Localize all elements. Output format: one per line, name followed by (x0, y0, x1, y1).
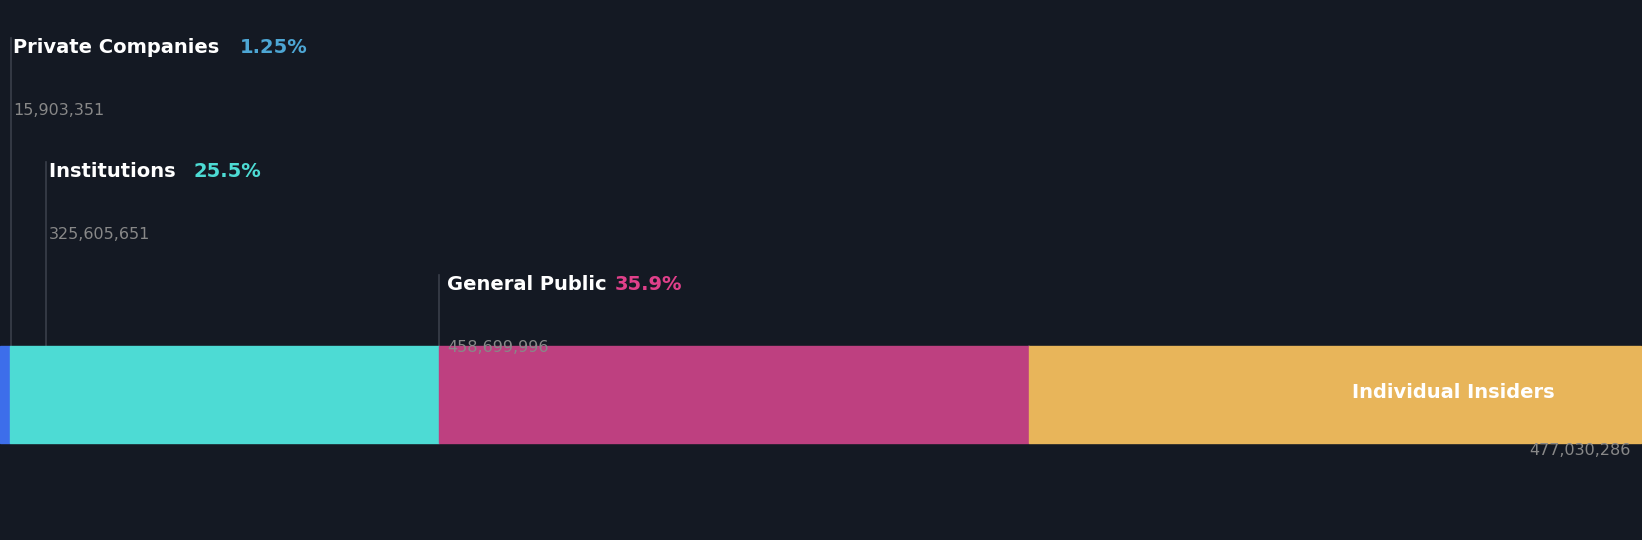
Text: 477,030,286: 477,030,286 (1529, 443, 1631, 458)
Text: 15,903,351: 15,903,351 (13, 103, 105, 118)
Bar (1028, 346, 1642, 443)
Text: Institutions: Institutions (49, 162, 182, 181)
Text: General Public: General Public (448, 275, 614, 294)
Text: 325,605,651: 325,605,651 (49, 227, 151, 242)
Text: Individual Insiders: Individual Insiders (1351, 383, 1562, 402)
Text: 458,699,996: 458,699,996 (448, 340, 548, 355)
Text: Private Companies: Private Companies (13, 38, 227, 57)
Text: 35.9%: 35.9% (616, 275, 683, 294)
Bar (0, 346, 10, 443)
Bar (440, 346, 1028, 443)
Text: 37.3%: 37.3% (1563, 383, 1631, 402)
Text: 1.25%: 1.25% (240, 38, 307, 57)
Text: 25.5%: 25.5% (194, 162, 261, 181)
Bar (10, 346, 440, 443)
